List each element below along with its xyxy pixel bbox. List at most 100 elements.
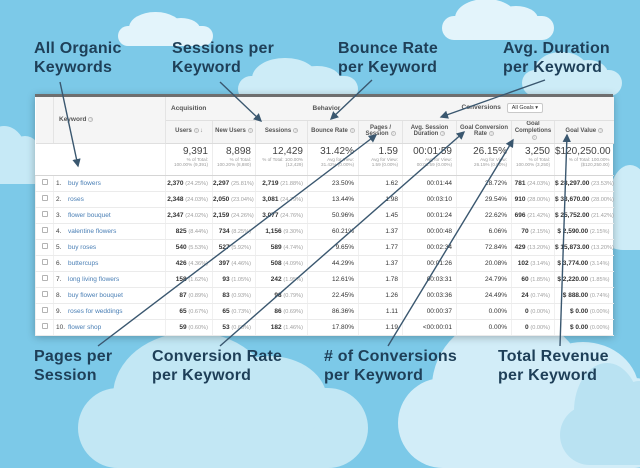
keyword-link[interactable]: roses [68,195,84,203]
goal-selector-dropdown[interactable]: All Goals ▾ [506,103,543,114]
info-icon[interactable]: ? [489,131,494,137]
row-checkbox[interactable] [41,259,48,265]
goal-conversion-rate-cell: 72.84% [456,239,512,256]
info-icon[interactable]: ? [349,128,355,134]
goal-conversion-rate-cell: 29.54% [456,191,512,208]
goal-value-cell: $ 2,220.00 (1.85%) [554,271,614,288]
row-rank: 1. [56,179,62,187]
info-icon[interactable]: ? [390,131,396,137]
keyword-link[interactable]: flower bouquet [68,211,111,219]
users-cell: 59 (0.60%) [165,319,213,336]
row-rank: 2. [56,195,62,203]
sessions-cell: 589 (4.74%) [255,239,308,256]
pages-session-cell: 1.62 [358,175,403,192]
analytics-report-card: Keyword? Acquisition Behavior Conversion… [35,94,614,336]
column-header-avg-session-duration[interactable]: Avg. Session Duration? [402,120,457,144]
total-sessions: 12,429% of Total: 100.00% (12,429) [255,143,308,176]
keyword-link[interactable]: long living flowers [68,275,120,283]
table-row: 4. valentine flowers 825 (8.44%) 734 (8.2… [35,223,614,240]
row-checkbox[interactable] [41,179,48,185]
bounce-rate-cell: 23.50% [307,175,359,192]
row-checkbox[interactable] [41,243,48,249]
avg-duration-cell: 00:03:10 [402,191,457,208]
goal-completions-cell: 910 (28.00%) [511,191,555,208]
bounce-rate-cell: 86.36% [307,303,359,320]
new-users-cell: 397 (4.46%) [212,255,256,272]
goal-completions-cell: 429 (13.20%) [511,239,555,256]
users-cell: 158 (1.62%) [165,271,213,288]
table-row: 9. roses for weddings 65 (0.67%) 65 (0.73… [35,303,614,320]
keyword-link[interactable]: buttercups [68,259,99,267]
sessions-cell: 2,719 (21.88%) [255,175,308,192]
column-header-pages-session[interactable]: Pages / Session? [358,120,403,144]
column-header-goal-value[interactable]: Goal Value? [554,120,614,144]
column-header-bounce-rate[interactable]: Bounce Rate? [307,120,359,144]
new-users-cell: 2,159 (24.26%) [212,207,256,224]
row-checkbox[interactable] [41,227,48,233]
keyword-link[interactable]: valentine flowers [68,227,117,235]
totals-row: 9,391% of Total: 100.00% (9,391) 8,898% … [35,143,614,176]
goal-value-cell: $ 2,590.00 (2.15%) [554,223,614,240]
new-users-cell: 527 (5.92%) [212,239,256,256]
row-rank: 3. [56,211,62,219]
select-all-cell[interactable] [35,97,54,144]
goal-conversion-rate-cell: 0.00% [456,319,512,336]
new-users-cell: 734 (8.25%) [212,223,256,240]
keyword-link[interactable]: roses for weddings [68,307,123,315]
info-icon[interactable]: ? [293,128,299,134]
column-header-goal-conversion-rate[interactable]: Goal Conversion Rate? [456,120,512,144]
info-icon[interactable]: ? [193,128,199,134]
row-checkbox[interactable] [41,275,48,281]
bounce-rate-cell: 13.44% [307,191,359,208]
table-row: 1. buy flowers 2,370 (24.25%) 2,297 (25.8… [35,175,614,192]
info-icon[interactable]: ? [531,134,537,140]
sessions-cell: 182 (1.46%) [255,319,308,336]
pages-session-cell: 1.45 [358,207,403,224]
total-goal-completions: 3,250% of Total: 100.00% (3,250) [511,143,555,176]
goal-completions-cell: 70 (2.15%) [511,223,555,240]
column-header-new-users[interactable]: New Users? [212,120,256,144]
goal-conversion-rate-cell: 0.00% [456,303,512,320]
users-cell: 2,348 (24.03%) [165,191,213,208]
pages-session-cell: 1.19 [358,319,403,336]
annotation-all-organic-keywords: All Organic Keywords [34,40,122,76]
goal-value-cell: $ 888.00 (0.74%) [554,287,614,304]
keyword-link[interactable]: flower shop [68,323,102,331]
goal-conversion-rate-cell: 24.49% [456,287,512,304]
row-checkbox[interactable] [41,323,48,329]
table-row: 5. buy roses 540 (5.53%) 527 (5.92%) 589 … [35,239,614,256]
row-checkbox[interactable] [41,291,48,297]
pages-session-cell: 1.37 [358,255,403,272]
keyword-link[interactable]: buy flowers [68,179,101,187]
keyword-column-header[interactable]: Keyword? [53,97,166,144]
row-checkbox[interactable] [41,307,48,313]
goal-completions-cell: 0 (0.00%) [511,303,555,320]
row-checkbox[interactable] [41,195,48,201]
column-header-goal-completions[interactable]: Goal Completions? [511,120,555,144]
avg-duration-cell: 00:01:26 [402,255,457,272]
goal-value-cell: $ 25,752.00 (21.42%) [554,207,614,224]
sort-descending-icon[interactable]: ↓ [199,128,203,135]
keyword-link[interactable]: buy roses [68,243,97,251]
column-header-sessions[interactable]: Sessions? [255,120,308,144]
users-cell: 540 (5.53%) [165,239,213,256]
info-icon[interactable]: ? [247,128,253,134]
cloud [118,12,213,46]
row-checkbox[interactable] [41,211,48,217]
info-icon[interactable]: ? [88,117,94,123]
sessions-cell: 1,156 (9.30%) [255,223,308,240]
sessions-cell: 3,081 (24.79%) [255,191,308,208]
total-goal-value: $120,250.00% of Total: 100.00% ($120,250… [554,143,614,176]
keyword-link[interactable]: buy flower bouquet [68,291,123,299]
users-cell: 825 (8.44%) [165,223,213,240]
avg-duration-cell: 00:02:34 [402,239,457,256]
total-new-users: 8,898% of Total: 100.20% (8,880) [212,143,256,176]
users-cell: 426 (4.36%) [165,255,213,272]
total-users: 9,391% of Total: 100.00% (9,391) [165,143,213,176]
info-icon[interactable]: ? [598,128,604,134]
section-behavior: Behavior [307,97,457,121]
column-header-users[interactable]: Users? ↓ [165,120,213,144]
info-icon[interactable]: ? [440,131,446,137]
bounce-rate-cell: 44.29% [307,255,359,272]
row-rank: 10. [56,323,66,331]
